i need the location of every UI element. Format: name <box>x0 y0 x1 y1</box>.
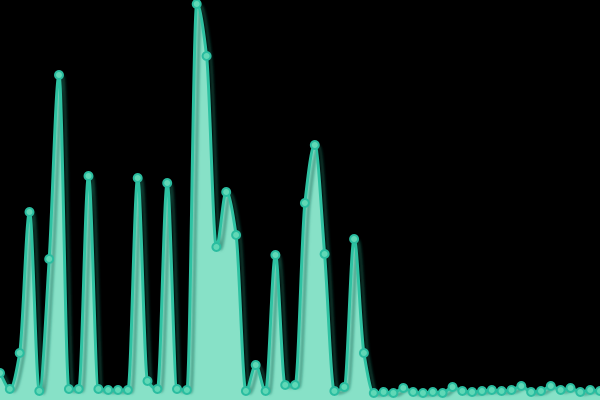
data-point-marker[interactable] <box>191 0 202 9</box>
data-point-marker[interactable] <box>162 178 173 188</box>
data-point-marker[interactable] <box>319 249 330 259</box>
data-point-marker[interactable] <box>378 387 389 397</box>
data-point-marker[interactable] <box>152 384 163 394</box>
data-point-marker[interactable] <box>545 381 556 391</box>
data-point-marker[interactable] <box>358 348 369 358</box>
data-point-marker[interactable] <box>447 382 458 392</box>
data-point-marker[interactable] <box>44 254 55 264</box>
data-point-marker[interactable] <box>132 173 143 183</box>
data-point-marker[interactable] <box>280 380 291 390</box>
data-point-marker[interactable] <box>142 376 153 386</box>
data-point-marker[interactable] <box>113 385 123 395</box>
data-point-marker[interactable] <box>221 187 232 197</box>
data-point-marker[interactable] <box>260 386 271 396</box>
data-point-marker[interactable] <box>418 388 428 398</box>
data-point-marker[interactable] <box>211 242 222 252</box>
data-point-marker[interactable] <box>408 387 419 397</box>
data-point-marker[interactable] <box>103 385 114 395</box>
data-point-marker[interactable] <box>122 385 133 395</box>
data-point-marker[interactable] <box>4 384 15 394</box>
data-point-marker[interactable] <box>309 140 320 150</box>
data-point-marker[interactable] <box>201 51 212 61</box>
data-point-marker[interactable] <box>388 388 399 398</box>
data-point-marker[interactable] <box>457 386 468 396</box>
data-point-marker[interactable] <box>54 70 64 80</box>
data-point-marker[interactable] <box>172 384 182 394</box>
data-point-marker[interactable] <box>73 384 84 394</box>
data-point-marker[interactable] <box>0 368 5 378</box>
data-point-marker[interactable] <box>585 385 596 395</box>
data-point-marker[interactable] <box>329 386 340 396</box>
data-point-marker[interactable] <box>437 388 448 398</box>
data-point-marker[interactable] <box>526 387 537 397</box>
data-point-marker[interactable] <box>467 387 478 397</box>
data-point-marker[interactable] <box>565 383 576 393</box>
data-point-marker[interactable] <box>240 386 251 396</box>
data-point-marker[interactable] <box>575 387 586 397</box>
data-point-marker[interactable] <box>14 348 25 358</box>
data-point-marker[interactable] <box>231 230 242 240</box>
data-point-marker[interactable] <box>516 381 527 391</box>
data-point-marker[interactable] <box>93 384 104 394</box>
data-point-marker[interactable] <box>24 207 35 217</box>
data-point-marker[interactable] <box>270 250 281 260</box>
data-point-marker[interactable] <box>339 382 350 392</box>
data-point-marker[interactable] <box>427 387 438 397</box>
data-point-marker[interactable] <box>506 385 517 395</box>
data-point-marker[interactable] <box>398 383 409 393</box>
data-point-marker[interactable] <box>290 380 301 390</box>
data-point-marker[interactable] <box>34 386 45 396</box>
data-point-marker[interactable] <box>83 171 94 181</box>
data-point-marker[interactable] <box>595 386 600 396</box>
data-point-marker[interactable] <box>250 360 261 370</box>
data-point-marker[interactable] <box>486 385 497 395</box>
data-point-marker[interactable] <box>496 386 507 396</box>
data-point-marker[interactable] <box>477 386 487 396</box>
data-point-marker[interactable] <box>536 386 546 396</box>
data-point-marker[interactable] <box>555 385 566 395</box>
data-point-marker[interactable] <box>299 198 310 208</box>
data-point-marker[interactable] <box>349 234 360 244</box>
data-point-marker[interactable] <box>63 384 74 394</box>
data-point-marker[interactable] <box>181 385 192 395</box>
data-point-marker[interactable] <box>368 388 379 398</box>
